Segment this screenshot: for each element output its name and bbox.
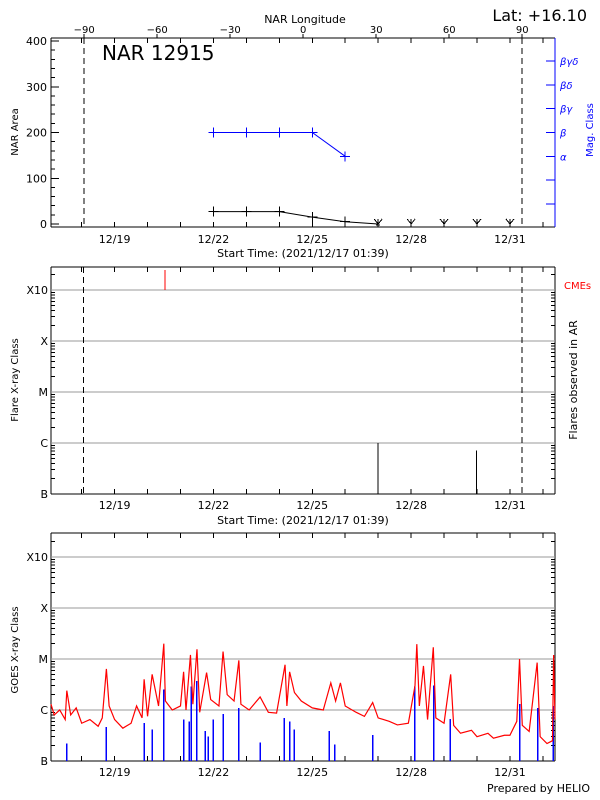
x-tick-label-p3: 12/31 (494, 766, 526, 779)
y-tick-label: X10 (26, 551, 48, 564)
panel3-ylabel: GOES X-ray Class (10, 606, 21, 693)
area-missing-marker (505, 218, 511, 225)
x-tick-label-p2: 12/28 (395, 499, 427, 512)
area-missing-marker (509, 218, 515, 225)
x-tick-label-p1: 12/31 (494, 233, 526, 246)
longitude-tick-label: 0 (300, 25, 306, 36)
y-tick-label: M (39, 653, 49, 666)
mag-class-label: α (560, 152, 567, 163)
panel2-xlabel: Start Time: (2021/12/17 01:39) (217, 514, 389, 527)
longitude-tick-label: −90 (74, 25, 95, 36)
panel1-ylabel: NAR Area (10, 108, 21, 155)
area-missing-marker (439, 218, 445, 225)
x-tick-label-p3: 12/19 (99, 766, 131, 779)
goes-long-line (50, 643, 556, 745)
area-missing-marker (377, 218, 383, 225)
area-missing-marker (472, 218, 478, 225)
panel2-ylabel: Flare X-ray Class (10, 338, 21, 422)
panel1-xlabel: Start Time: (2021/12/17 01:39) (217, 247, 389, 260)
mag-class-label: β (559, 129, 567, 140)
panel1-y2label: Mag. Class (585, 103, 596, 157)
x-tick-label-p2: 12/22 (198, 499, 230, 512)
x-tick-label-p1: 12/25 (296, 233, 328, 246)
y-tick-label: X (40, 335, 48, 348)
y-tick-label: 100 (26, 172, 47, 185)
x-tick-label-p1: 12/28 (395, 233, 427, 246)
longitude-tick-label: 90 (516, 25, 529, 36)
y-tick-label: 300 (26, 81, 47, 94)
longitude-tick-label: 60 (443, 25, 456, 36)
area-missing-marker (406, 218, 412, 225)
mag-class-label: βγ (559, 105, 573, 116)
y-tick-label: X (40, 602, 48, 615)
y-tick-label: M (39, 386, 49, 399)
y-tick-label: X10 (26, 284, 48, 297)
cme-label: CMEs (564, 281, 591, 292)
footer-credit: Prepared by HELIO (487, 782, 590, 795)
x-tick-label-p2: 12/31 (494, 499, 526, 512)
mag-class-label: βγδ (559, 57, 578, 68)
y-tick-label: B (40, 488, 48, 501)
y-tick-label: 200 (26, 127, 47, 140)
mag-class-label: βδ (559, 81, 573, 92)
longitude-tick-label: −60 (147, 25, 168, 36)
longitude-tick-label: −30 (220, 25, 241, 36)
latitude-label: Lat: +16.10 (492, 6, 587, 25)
y-tick-label: C (40, 704, 48, 717)
top-axis-title: NAR Longitude (264, 13, 346, 26)
area-missing-marker (410, 218, 416, 225)
x-tick-label-p2: 12/19 (99, 499, 131, 512)
y-tick-label: C (40, 437, 48, 450)
x-tick-label-p3: 12/28 (395, 766, 427, 779)
panel2-y2label: Flares observed in AR (567, 320, 580, 440)
y-tick-label: B (40, 755, 48, 768)
y-tick-label: 400 (26, 35, 47, 48)
x-tick-label-p1: 12/19 (99, 233, 131, 246)
x-tick-label-p2: 12/25 (296, 499, 328, 512)
area-line (213, 211, 379, 225)
area-missing-marker (373, 218, 379, 225)
longitude-tick-label: 30 (370, 25, 383, 36)
area-missing-marker (443, 218, 449, 225)
x-tick-label-p1: 12/22 (198, 233, 230, 246)
x-tick-label-p3: 12/22 (198, 766, 230, 779)
area-missing-marker (476, 218, 482, 225)
y-tick-label: 0 (40, 218, 47, 231)
region-title: NAR 12915 (102, 41, 215, 65)
x-tick-label-p3: 12/25 (296, 766, 328, 779)
